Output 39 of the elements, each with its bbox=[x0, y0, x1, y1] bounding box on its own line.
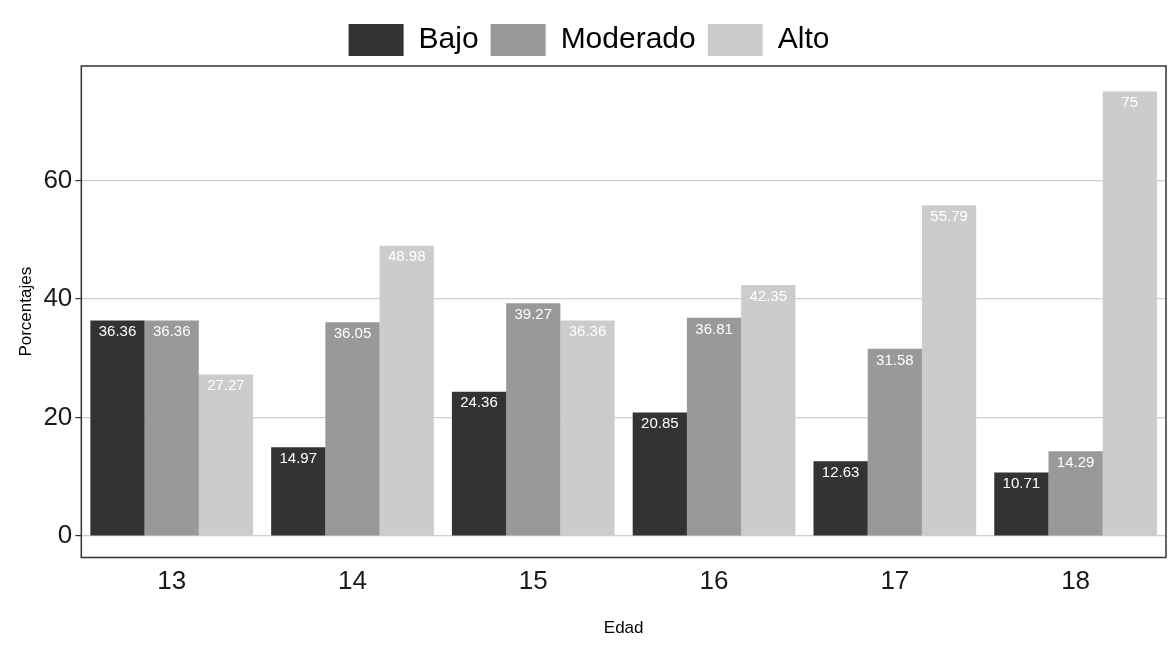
bar bbox=[90, 320, 145, 536]
legend-label: Alto bbox=[777, 21, 830, 55]
bar bbox=[994, 472, 1049, 536]
x-tick-label: 14 bbox=[338, 565, 367, 596]
x-tick-label: 16 bbox=[699, 565, 729, 596]
y-axis-title: Porcentajes bbox=[15, 266, 35, 357]
bar bbox=[686, 317, 742, 536]
x-axis-title: Edad bbox=[603, 618, 644, 638]
y-tick-label: 0 bbox=[57, 519, 73, 550]
x-tick-label: 18 bbox=[1061, 565, 1091, 596]
data-label: 12.63 bbox=[821, 462, 860, 480]
data-label: 31.58 bbox=[876, 350, 914, 368]
x-tick-label: 15 bbox=[518, 565, 548, 596]
legend-label: Moderado bbox=[560, 21, 696, 55]
data-label: 36.81 bbox=[695, 319, 733, 337]
bar bbox=[144, 320, 199, 536]
data-label: 14.29 bbox=[1056, 453, 1095, 470]
y-tick-label: 40 bbox=[43, 282, 73, 313]
x-tick-label: 13 bbox=[157, 565, 187, 596]
data-label: 36.36 bbox=[152, 322, 191, 340]
legend-label: Bajo bbox=[418, 21, 479, 55]
data-label: 36.36 bbox=[98, 322, 137, 340]
bar bbox=[325, 322, 380, 536]
data-label: 20.85 bbox=[641, 414, 679, 432]
bar bbox=[632, 412, 687, 536]
y-tick-label: 60 bbox=[43, 163, 73, 194]
data-label: 24.36 bbox=[460, 393, 498, 411]
data-label: 36.05 bbox=[333, 324, 372, 342]
data-label: 14.97 bbox=[279, 448, 318, 466]
data-label: 39.27 bbox=[514, 304, 553, 322]
bar bbox=[1048, 451, 1103, 536]
bar bbox=[451, 391, 507, 536]
bar bbox=[867, 348, 922, 536]
x-tick-label: 17 bbox=[880, 565, 910, 596]
bar bbox=[813, 461, 868, 536]
data-label: 10.71 bbox=[1002, 474, 1041, 492]
y-tick-label: 20 bbox=[43, 400, 73, 431]
bar bbox=[506, 303, 561, 536]
bar bbox=[271, 447, 326, 536]
